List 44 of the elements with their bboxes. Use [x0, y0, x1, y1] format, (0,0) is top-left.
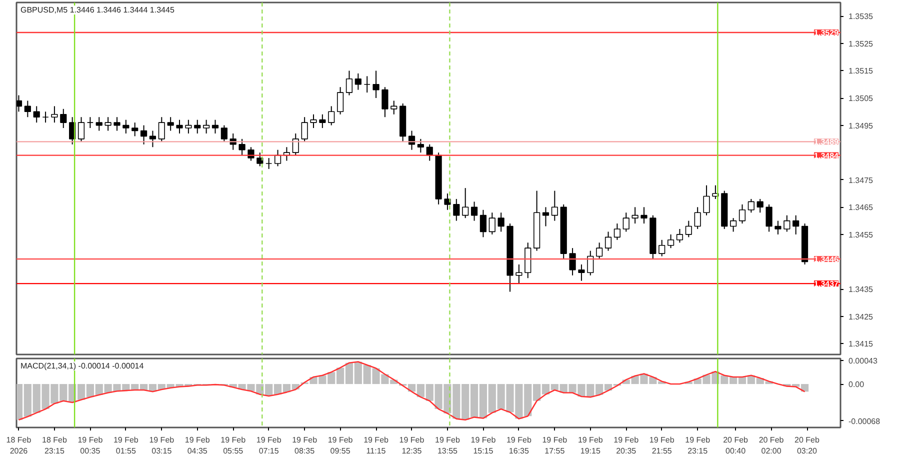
y-tick-label: 1.3505: [848, 94, 874, 104]
x-tick-label: 19 Feb 19:15: [578, 436, 604, 456]
ref-line-label: 1.3529: [814, 28, 840, 38]
x-tick-label: 19 Feb 23:15: [685, 436, 711, 456]
y-tick-label: 1.3535: [848, 12, 874, 22]
ref-line-label: 1.3484: [814, 151, 840, 160]
x-tick-label: 19 Feb 09:55: [328, 436, 354, 456]
y-tick-label: 1.3455: [848, 230, 874, 240]
x-tick-label: 20 Feb 02:00: [758, 436, 784, 456]
y-tick-label: 1.3415: [848, 340, 874, 349]
x-tick-label: 19 Feb 13:55: [435, 436, 460, 456]
x-tick-label: 19 Feb 08:35: [292, 436, 318, 456]
x-tick-label: 19 Feb 20:35: [614, 436, 640, 456]
x-tick-label: 19 Feb 03:15: [149, 436, 175, 456]
y-tick-label: -0.00068: [848, 416, 881, 426]
x-tick-label: 19 Feb 05:55: [220, 436, 246, 456]
x-tick-label: 19 Feb 21:55: [649, 436, 675, 456]
chart-title: GBPUSD,M5 1.3446 1.3446 1.3444 1.3445: [20, 6, 175, 14]
y-tick-label: 1.3525: [848, 39, 874, 48]
x-tick-label: 19 Feb 01:55: [113, 436, 139, 456]
y-tick-label: 1.3475: [848, 176, 874, 185]
x-tick-label: 19 Feb 15:15: [470, 436, 496, 456]
x-tick-label: 19 Feb 00:35: [78, 436, 104, 456]
ref-line-label: 1.3489: [814, 138, 840, 147]
x-tick-label: 19 Feb 12:35: [399, 436, 425, 456]
x-tick-label: 18 Feb 2026: [6, 436, 32, 456]
y-tick-label: 1.3435: [848, 285, 874, 294]
chart-title: MACD(21,34,1) -0.00014 -0.00014: [20, 362, 144, 370]
x-tick-label: 19 Feb 17:55: [542, 436, 568, 456]
y-tick-label: 0.00: [848, 380, 865, 390]
ref-line-label: 1.3446: [814, 254, 840, 264]
x-tick-label: 19 Feb 11:15: [364, 436, 390, 456]
x-tick-label: 18 Feb 23:15: [42, 436, 68, 456]
y-tick-label: 1.3465: [848, 203, 874, 212]
y-tick-label: 1.3425: [848, 312, 874, 322]
x-tick-label: 19 Feb 04:35: [184, 436, 210, 456]
ref-line-label: 1.3437: [814, 280, 840, 289]
y-tick-label: 1.3495: [848, 121, 874, 130]
y-tick-label: 1.3515: [848, 66, 874, 76]
x-tick-label: 20 Feb 00:40: [723, 436, 749, 456]
y-tick-label: 0.00043: [848, 356, 878, 366]
x-tick-label: 20 Feb 03:20: [794, 436, 820, 456]
x-tick-label: 19 Feb 07:15: [256, 436, 282, 456]
x-tick-label: 19 Feb 16:35: [506, 436, 532, 456]
